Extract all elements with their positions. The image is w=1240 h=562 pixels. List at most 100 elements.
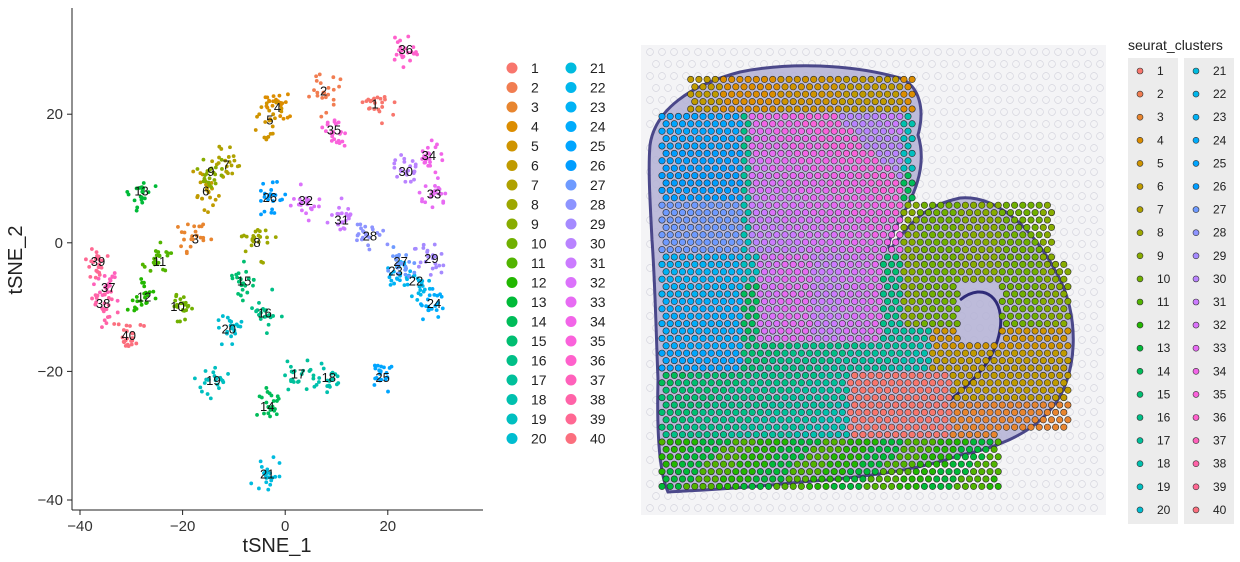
- tsne-point: [277, 474, 282, 479]
- spatial-spot: [834, 475, 842, 483]
- spatial-spot: [826, 135, 834, 143]
- spatial-spot: [719, 342, 727, 350]
- spatial-spot: [924, 357, 932, 365]
- legend-swatch: [1192, 67, 1200, 75]
- background-spot: [970, 120, 978, 128]
- spatial-spot: [674, 423, 682, 431]
- spatial-spot: [929, 482, 937, 490]
- tsne-point: [216, 318, 221, 323]
- spatial-spot: [728, 357, 736, 365]
- background-spot: [730, 504, 738, 512]
- spatial-spot: [736, 135, 744, 143]
- spatial-spot: [834, 179, 842, 187]
- spatial-spot: [797, 112, 805, 120]
- tsne-point: [387, 275, 392, 280]
- tsne-point: [433, 184, 437, 188]
- spatial-spot: [826, 445, 834, 453]
- tsne-point: [278, 100, 283, 105]
- spatial-spot: [863, 260, 871, 268]
- spatial-spot: [740, 334, 748, 342]
- spatial-spot: [1056, 268, 1064, 276]
- background-spot: [982, 96, 990, 104]
- spatial-spot: [662, 371, 670, 379]
- spatial-spot: [924, 416, 932, 424]
- spatial-spot: [756, 246, 764, 254]
- tsne-point: [296, 202, 301, 207]
- legend-swatch: [1136, 67, 1144, 75]
- spatial-spot: [687, 445, 695, 453]
- spatial-spot: [732, 349, 740, 357]
- spatial-spot: [953, 349, 961, 357]
- tsne-point: [269, 210, 274, 215]
- legend-label: 29: [1213, 249, 1227, 263]
- tsne-point: [272, 211, 277, 215]
- spatial-spot: [904, 320, 912, 328]
- tsne-point: [391, 245, 396, 249]
- tsne-point: [370, 227, 375, 232]
- spatial-spot: [699, 349, 707, 357]
- background-spot: [946, 120, 954, 128]
- spatial-spot: [990, 209, 998, 217]
- spatial-spot: [871, 379, 879, 387]
- background-spot: [1012, 180, 1020, 188]
- spatial-spot: [937, 468, 945, 476]
- background-spot: [652, 60, 660, 68]
- spatial-spot: [728, 371, 736, 379]
- spatial-spot: [662, 401, 670, 409]
- spatial-spot: [937, 364, 945, 372]
- spatial-spot: [1023, 238, 1031, 246]
- spatial-spot: [1035, 305, 1043, 313]
- tsne-point: [220, 167, 224, 171]
- tsne-point: [318, 81, 323, 86]
- spatial-spot: [789, 216, 797, 224]
- spatial-spot: [703, 223, 711, 231]
- spatial-spot: [830, 423, 838, 431]
- background-spot: [1072, 108, 1080, 116]
- spatial-spot: [929, 423, 937, 431]
- spatial-spot: [888, 438, 896, 446]
- spatial-spot: [994, 438, 1002, 446]
- spatial-spot: [871, 275, 879, 283]
- spatial-spot: [875, 297, 883, 305]
- tsne-point: [192, 376, 197, 381]
- spatial-spot: [998, 238, 1006, 246]
- tsne-point: [271, 199, 276, 204]
- spatial-spot: [970, 216, 978, 224]
- background-spot: [1006, 504, 1014, 512]
- tsne-point: [408, 58, 412, 63]
- spatial-spot: [736, 120, 744, 128]
- tsne-point: [217, 194, 221, 198]
- spatial-spot: [687, 194, 695, 202]
- spatial-spot: [1031, 342, 1039, 350]
- tsne-point: [243, 283, 248, 288]
- legend-label: 14: [1157, 364, 1171, 378]
- spatial-spot: [760, 401, 768, 409]
- background-spot: [1030, 96, 1038, 104]
- tsne-point: [198, 171, 203, 176]
- spatial-spot: [871, 334, 879, 342]
- spatial-spot: [810, 179, 818, 187]
- background-spot: [1006, 456, 1014, 464]
- spatial-spot: [974, 342, 982, 350]
- spatial-spot: [1011, 334, 1019, 342]
- spatial-spot: [961, 216, 969, 224]
- background-spot: [952, 156, 960, 164]
- tsne-point: [220, 314, 225, 318]
- spatial-spot: [826, 75, 834, 83]
- spatial-spot: [908, 164, 916, 172]
- spatial-spot: [879, 290, 887, 298]
- spatial-spot: [879, 172, 887, 180]
- spatial-spot: [855, 98, 863, 106]
- spatial-spot: [818, 357, 826, 365]
- spatial-spot: [826, 209, 834, 217]
- spatial-spot: [826, 164, 834, 172]
- tsne-point: [217, 155, 221, 160]
- legend-swatch: [1136, 460, 1144, 468]
- legend-label: 20: [1157, 503, 1171, 517]
- legend-swatch: [565, 82, 577, 93]
- spatial-spot: [941, 268, 949, 276]
- background-spot: [754, 504, 762, 512]
- spatial-spot: [879, 127, 887, 135]
- legend-swatch: [506, 355, 518, 366]
- spatial-spot: [752, 342, 760, 350]
